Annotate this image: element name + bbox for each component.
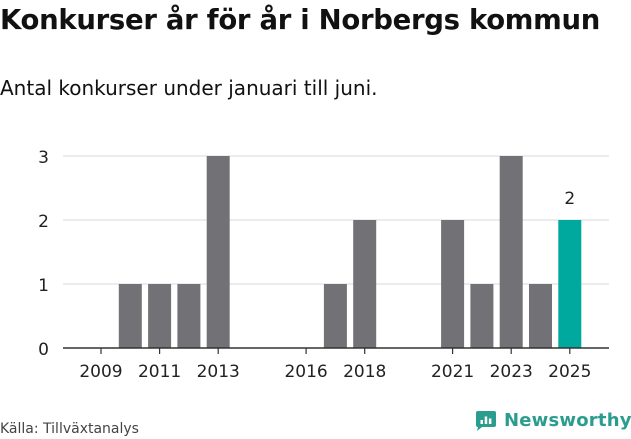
x-tick-label: 2021	[431, 362, 474, 382]
x-tick-label: 2018	[343, 362, 386, 382]
y-tick-label: 1	[38, 276, 49, 296]
annotations: 2	[564, 189, 575, 209]
x-tick-label: 2023	[490, 362, 533, 382]
bar-2010	[118, 284, 142, 348]
bars	[118, 156, 582, 348]
y-axis-tick-labels: 0 1 2 3	[38, 148, 49, 360]
bar-2024	[529, 284, 552, 348]
data-label-2025: 2	[564, 189, 575, 209]
x-tick-label: 2013	[197, 362, 240, 382]
newsworthy-logo[interactable]: Newsworthy	[474, 408, 631, 432]
chart-title: Konkurser år för år i Norbergs kommun	[0, 4, 601, 36]
bar-2023	[499, 156, 523, 348]
y-tick-label: 3	[38, 148, 49, 168]
x-tick-label: 2016	[284, 362, 327, 382]
bar-2022	[470, 284, 494, 348]
x-tick-label: 2025	[548, 362, 591, 382]
y-tick-label: 0	[38, 340, 49, 360]
brand-name: Newsworthy	[504, 409, 631, 431]
bar-2021	[441, 220, 465, 348]
source-note: Källa: Tillväxtanalys	[0, 421, 139, 437]
bar-2013	[206, 156, 230, 348]
newsworthy-logo-icon	[476, 411, 496, 431]
chart-subtitle: Antal konkurser under januari till juni.	[0, 76, 378, 100]
bar-2012	[177, 284, 201, 348]
bar-2025	[558, 220, 582, 348]
x-tick-label: 2011	[138, 362, 181, 382]
bar-2011	[148, 284, 172, 348]
x-axis-tick-labels: 2009 2011 2013 2016 2018 2021 2023 2025	[79, 348, 591, 382]
bar-2017	[323, 284, 347, 348]
bar-chart: 0 1 2 3 2009 2011 2013 2016 2018 2021 2023 2025 2	[38, 148, 609, 382]
gridlines	[63, 155, 609, 285]
x-tick-label: 2009	[79, 362, 122, 382]
bar-2018	[353, 220, 377, 348]
y-tick-label: 2	[38, 212, 49, 232]
